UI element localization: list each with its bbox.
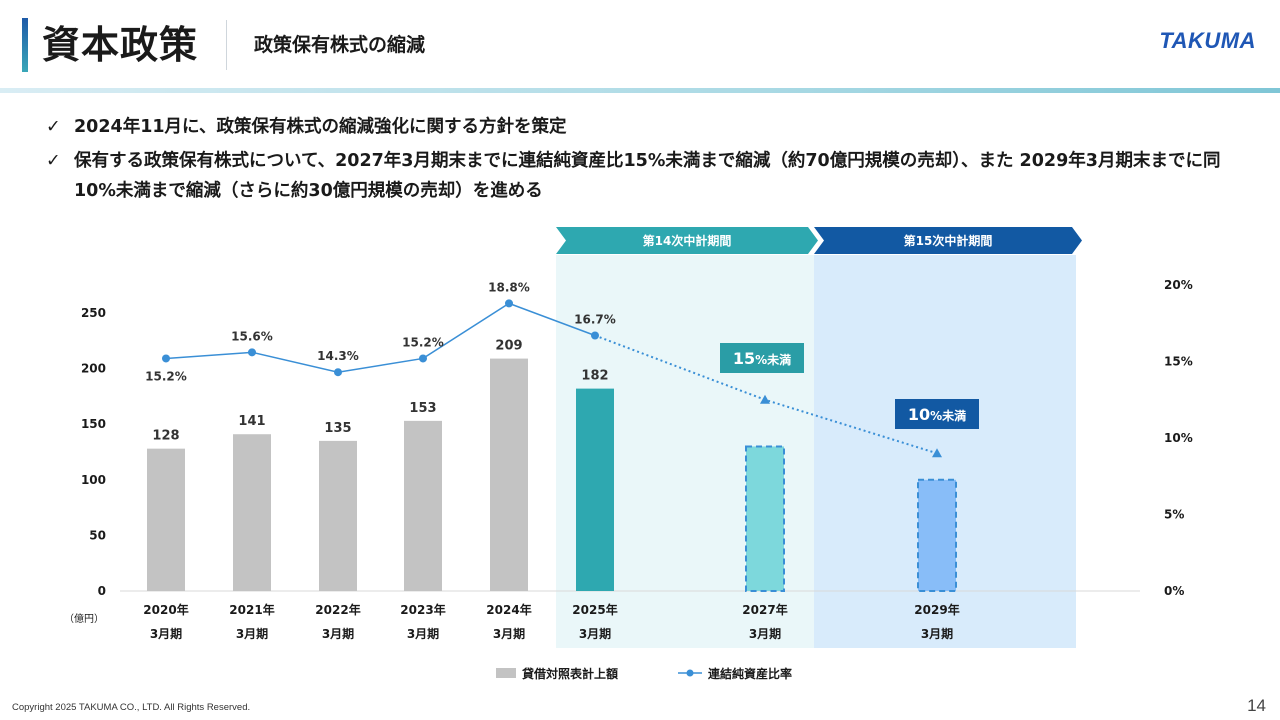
category-label-period: 3月期	[322, 626, 354, 641]
bar-value-label: 209	[495, 339, 522, 354]
bar-1	[233, 434, 271, 591]
title-divider	[226, 20, 227, 70]
category-label-period: 3月期	[921, 626, 953, 641]
period-14-label: 第14次中計期間	[643, 233, 732, 248]
copyright: Copyright 2025 TAKUMA CO., LTD. All Righ…	[12, 702, 251, 713]
target-badge	[895, 399, 979, 429]
ratio-point	[162, 354, 170, 363]
right-axis-tick: 10%	[1164, 431, 1193, 445]
ratio-target-point	[932, 448, 942, 458]
period-14-banner	[556, 227, 818, 254]
target-badge	[720, 343, 804, 373]
ratio-target-point	[760, 394, 770, 404]
bar-0	[147, 448, 185, 591]
bullet-list: ✓ 2024年11月に、政策保有株式の縮減強化に関する方針を策定 ✓ 保有する政…	[46, 112, 1246, 210]
category-label-period: 3月期	[493, 626, 525, 641]
bar-4	[490, 358, 528, 591]
ratio-value-label: 16.7%	[574, 312, 616, 326]
target-badge-text: 15%未満	[733, 349, 791, 368]
period-15-label: 第15次中計期間	[904, 233, 993, 248]
ratio-point	[334, 368, 342, 377]
header: 資本政策 政策保有株式の縮減 TAKUMA	[0, 0, 1280, 96]
left-axis-tick: 200	[81, 362, 106, 376]
legend-line-label: 連結純資産比率	[708, 666, 792, 681]
category-label-period: 3月期	[749, 626, 781, 641]
period-15-banner	[814, 227, 1082, 254]
bar-7	[917, 478, 957, 592]
bar-value-label: 141	[238, 414, 265, 429]
ratio-value-label: 15.2%	[145, 369, 187, 383]
title-accent-bar	[22, 18, 28, 72]
category-label-year: 2025年	[572, 602, 617, 617]
bar-value-label: 153	[409, 401, 436, 416]
left-axis-tick: 100	[81, 473, 106, 487]
ratio-point	[419, 354, 427, 363]
category-label-year: 2020年	[143, 602, 188, 617]
ratio-point	[505, 299, 513, 308]
right-axis-tick: 0%	[1164, 584, 1184, 598]
page-number: 14	[1247, 696, 1266, 715]
bar-5	[576, 388, 614, 591]
ratio-value-label: 15.6%	[231, 329, 273, 343]
right-axis-tick: 20%	[1164, 278, 1193, 292]
right-axis-tick: 5%	[1164, 508, 1184, 522]
bullet-item: ✓ 保有する政策保有株式について、2027年3月期末までに連結純資産比15%未満…	[46, 146, 1246, 206]
takuma-logo: TAKUMA	[1159, 28, 1256, 53]
left-axis-tick: 50	[89, 528, 106, 542]
category-label-year: 2024年	[486, 602, 531, 617]
ratio-line-solid	[165, 302, 596, 373]
category-label-year: 2027年	[742, 602, 787, 617]
ratio-value-label: 15.2%	[402, 335, 444, 349]
bar-value-label: 182	[581, 369, 608, 384]
category-label-period: 3月期	[407, 626, 439, 641]
left-axis-tick: 150	[81, 417, 106, 431]
category-label-year: 2029年	[914, 602, 959, 617]
legend-bar-swatch	[496, 668, 516, 678]
category-label-period: 3月期	[236, 626, 268, 641]
category-label-year: 2023年	[400, 602, 445, 617]
unit-label: （億円）	[64, 612, 104, 625]
bar-value-label: 135	[324, 421, 351, 436]
target-badge-text: 10%未満	[908, 405, 966, 424]
check-icon: ✓	[46, 117, 61, 137]
ratio-value-label: 18.8%	[488, 280, 530, 294]
right-axis-tick: 15%	[1164, 355, 1193, 369]
page-title: 資本政策	[42, 23, 199, 67]
bullet-item: ✓ 2024年11月に、政策保有株式の縮減強化に関する方針を策定	[46, 112, 1246, 142]
bar-3	[404, 420, 442, 591]
legend-line-marker	[686, 669, 694, 677]
bullet-text: 2024年11月に、政策保有株式の縮減強化に関する方針を策定	[74, 117, 567, 137]
category-label-period: 3月期	[579, 626, 611, 641]
left-axis-tick: 250	[81, 306, 106, 320]
bar-value-label: 128	[152, 429, 179, 444]
ratio-point	[591, 331, 599, 340]
category-label-period: 3月期	[150, 626, 182, 641]
category-label-year: 2022年	[315, 602, 360, 617]
left-axis-tick: 0	[98, 584, 106, 598]
bar-2	[319, 440, 357, 591]
ratio-value-label: 14.3%	[317, 349, 359, 363]
header-underline	[0, 88, 1280, 93]
bar-6	[745, 445, 785, 592]
page-subtitle: 政策保有株式の縮減	[254, 34, 426, 56]
legend-bar-label: 貸借対照表計上額	[522, 666, 618, 681]
check-icon: ✓	[46, 151, 61, 171]
bullet-text: 保有する政策保有株式について、2027年3月期末までに連結純資産比15%未満まで…	[74, 151, 1221, 201]
category-label-year: 2021年	[229, 602, 274, 617]
ratio-point	[248, 348, 256, 357]
